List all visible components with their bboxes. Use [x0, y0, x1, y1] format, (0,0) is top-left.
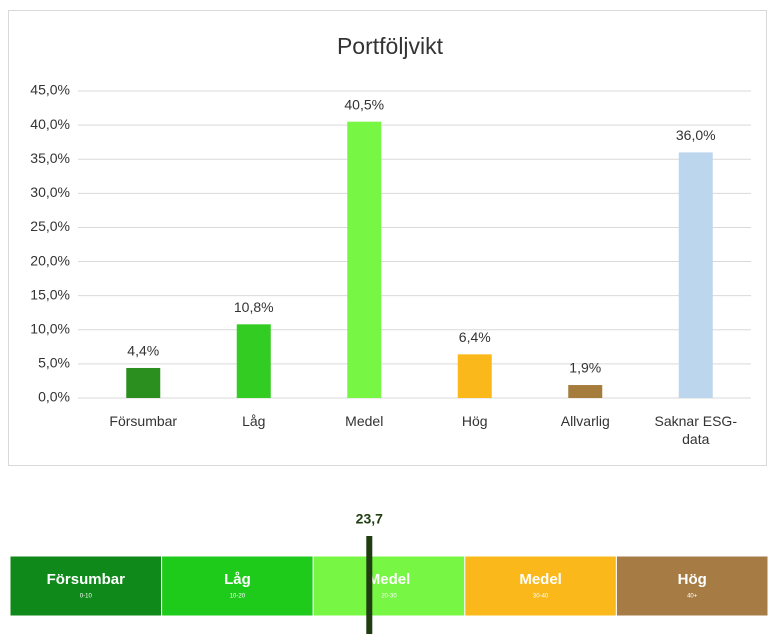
marker: [366, 536, 373, 634]
y-tick-label: 25,0%: [30, 218, 70, 234]
segment-label: Hög: [678, 571, 707, 588]
data-label: 36,0%: [676, 127, 716, 143]
segment-range: 40+: [687, 594, 698, 600]
x-tick-label: Saknar ESG-data: [654, 413, 737, 447]
bar: [347, 121, 382, 398]
y-tick-label: 10,0%: [30, 320, 70, 336]
segment-range: 10-20: [230, 594, 246, 600]
data-label: 10,8%: [234, 299, 274, 315]
scale-segment: [161, 555, 314, 617]
x-tick-label: Hög: [461, 413, 488, 429]
bar: [457, 354, 492, 398]
y-tick-label: 15,0%: [30, 286, 70, 302]
x-tick-label: Låg: [242, 413, 266, 429]
segment-label: Medel: [519, 571, 562, 588]
data-label: 4,4%: [127, 343, 159, 359]
chart-frame: [8, 10, 767, 466]
bar: [678, 152, 713, 398]
bar: [236, 324, 271, 398]
segment-range: 20-30: [381, 594, 397, 600]
x-tick-label: Allvarlig: [560, 413, 610, 429]
bar: [126, 367, 161, 398]
y-tick-label: 35,0%: [30, 150, 70, 166]
y-tick-label: 0,0%: [38, 389, 70, 405]
marker-label: 23,7: [356, 511, 383, 527]
scale-segment: [615, 555, 768, 617]
segment-range: 30-40: [533, 594, 549, 600]
y-tick-label: 40,0%: [30, 116, 70, 132]
data-label: 6,4%: [459, 329, 491, 345]
segment-label: Medel: [368, 571, 411, 588]
bar: [568, 385, 603, 398]
x-tick-label: Försumbar: [109, 413, 178, 429]
y-tick-label: 45,0%: [30, 82, 70, 98]
scale-segment: [312, 555, 466, 617]
y-tick-label: 30,0%: [30, 184, 70, 200]
y-tick-label: 5,0%: [38, 355, 70, 371]
segment-range: 0-10: [80, 594, 93, 600]
segment-label: Försumbar: [47, 571, 126, 588]
data-label: 1,9%: [569, 360, 601, 376]
x-tick-label: Medel: [345, 413, 384, 429]
y-tick-label: 20,0%: [30, 252, 70, 268]
scale-segment: [464, 555, 617, 617]
chart-title: Portföljvikt: [337, 33, 444, 59]
data-label: 40,5%: [344, 96, 384, 112]
segment-label: Låg: [224, 571, 251, 588]
